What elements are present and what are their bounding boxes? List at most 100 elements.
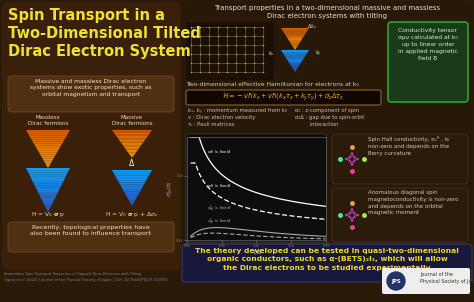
Text: Two-dimensional effective Hamiltonian for electrons at k₀: Two-dimensional effective Hamiltonian fo… — [186, 82, 359, 87]
Polygon shape — [119, 183, 145, 185]
Polygon shape — [27, 170, 69, 172]
FancyBboxPatch shape — [332, 134, 468, 184]
Polygon shape — [28, 172, 68, 175]
FancyBboxPatch shape — [2, 2, 180, 270]
Text: $\Delta k_z$: $\Delta k_z$ — [307, 22, 317, 31]
Text: Massless
Dirac fermions: Massless Dirac fermions — [28, 115, 68, 126]
Polygon shape — [286, 58, 304, 59]
Polygon shape — [114, 133, 150, 134]
Polygon shape — [29, 136, 67, 138]
Polygon shape — [292, 46, 298, 47]
Polygon shape — [31, 179, 64, 181]
Text: $\sigma^s_{sH}$ (s fixed): $\sigma^s_{sH}$ (s fixed) — [207, 218, 231, 227]
Polygon shape — [41, 157, 55, 159]
Polygon shape — [43, 201, 54, 203]
Polygon shape — [34, 143, 62, 145]
Polygon shape — [128, 153, 136, 154]
Circle shape — [387, 272, 405, 290]
Polygon shape — [45, 205, 51, 207]
Polygon shape — [116, 136, 148, 137]
Text: $\sigma_{sH}$ (s fixed): $\sigma_{sH}$ (s fixed) — [207, 149, 231, 156]
Polygon shape — [44, 160, 53, 162]
Polygon shape — [286, 36, 304, 37]
Polygon shape — [283, 30, 308, 31]
Polygon shape — [46, 207, 50, 210]
Text: Massive
Dirac fermions: Massive Dirac fermions — [112, 115, 152, 126]
Text: Recently, topological properties have
also been found to influence transport: Recently, topological properties have al… — [30, 225, 152, 236]
Polygon shape — [288, 61, 302, 62]
Polygon shape — [45, 162, 51, 164]
Polygon shape — [35, 186, 61, 188]
Polygon shape — [290, 63, 301, 64]
Polygon shape — [33, 181, 64, 183]
Polygon shape — [128, 199, 136, 201]
Text: $k_y$: $k_y$ — [315, 49, 322, 59]
Polygon shape — [294, 49, 296, 50]
Polygon shape — [30, 138, 65, 140]
Polygon shape — [288, 39, 302, 40]
Polygon shape — [126, 149, 138, 151]
Polygon shape — [117, 179, 147, 181]
Polygon shape — [44, 203, 53, 205]
Polygon shape — [36, 147, 60, 149]
FancyBboxPatch shape — [382, 268, 470, 294]
Polygon shape — [125, 148, 139, 149]
Text: Ogata et al (2022) | Journal of the Physical Society of Japan | DOI: 10.7566/JPS: Ogata et al (2022) | Journal of the Phys… — [4, 278, 168, 282]
Polygon shape — [120, 141, 144, 143]
Polygon shape — [117, 137, 147, 138]
Text: $\sigma_{sH}$ (s fixed): $\sigma_{sH}$ (s fixed) — [207, 182, 231, 190]
FancyBboxPatch shape — [388, 22, 468, 102]
Polygon shape — [122, 144, 142, 145]
X-axis label: T/Δ: T/Δ — [252, 250, 261, 255]
Polygon shape — [124, 191, 140, 193]
Polygon shape — [29, 175, 67, 177]
Text: $\sigma^s_{sH}$ (s fixed): $\sigma^s_{sH}$ (s fixed) — [207, 205, 231, 214]
FancyBboxPatch shape — [8, 76, 174, 112]
Polygon shape — [125, 193, 139, 195]
Text: Conductivity tensor
σμν calculated at k₀
up to linear order
in applied magnetic
: Conductivity tensor σμν calculated at k₀… — [398, 28, 458, 61]
Polygon shape — [120, 185, 144, 186]
Polygon shape — [293, 47, 297, 48]
Polygon shape — [35, 145, 61, 147]
Polygon shape — [39, 153, 57, 155]
Text: Journal of the
Physical Society of Japan: Journal of the Physical Society of Japan — [420, 272, 474, 284]
Text: Anomalous diagonal spin
magnetoconductivity is non-zero
and depends on the orbit: Anomalous diagonal spin magnetoconductiv… — [368, 190, 458, 215]
Polygon shape — [47, 210, 49, 212]
Polygon shape — [113, 131, 151, 133]
Polygon shape — [292, 44, 299, 46]
Polygon shape — [131, 204, 133, 206]
Polygon shape — [28, 134, 68, 136]
Polygon shape — [292, 66, 299, 68]
Polygon shape — [119, 140, 145, 141]
Text: $k_x$: $k_x$ — [268, 50, 275, 59]
Polygon shape — [281, 28, 309, 29]
Polygon shape — [114, 174, 150, 175]
Polygon shape — [127, 197, 137, 199]
Polygon shape — [37, 149, 59, 151]
Polygon shape — [289, 40, 301, 41]
Polygon shape — [284, 54, 306, 56]
Text: The theory developed can be tested in quasi-two-dimensional
organic conductors, : The theory developed can be tested in qu… — [195, 248, 459, 271]
Polygon shape — [40, 155, 56, 157]
Polygon shape — [285, 56, 305, 58]
Polygon shape — [293, 48, 296, 49]
Text: $\mathcal{H} = -v\hbar k_x + v\hbar(k_x\tau_x + k_y\tau_y) + \sigma_z\Delta\tau_: $\mathcal{H} = -v\hbar k_x + v\hbar(k_x\… — [222, 92, 344, 103]
Polygon shape — [292, 68, 298, 69]
Polygon shape — [287, 60, 303, 61]
Polygon shape — [113, 172, 151, 174]
FancyBboxPatch shape — [182, 244, 472, 282]
Polygon shape — [287, 38, 303, 39]
Text: σ₂ : z-component of spin
σ₂Δ : gap due to spin-orbit
         interaction: σ₂ : z-component of spin σ₂Δ : gap due t… — [295, 108, 365, 127]
Polygon shape — [285, 35, 305, 36]
FancyBboxPatch shape — [8, 222, 174, 252]
Polygon shape — [46, 164, 50, 166]
Polygon shape — [116, 177, 148, 179]
Polygon shape — [282, 29, 308, 30]
Polygon shape — [291, 43, 299, 44]
Polygon shape — [36, 188, 60, 190]
Text: Δ: Δ — [129, 159, 135, 169]
Polygon shape — [121, 143, 143, 144]
Polygon shape — [121, 186, 143, 188]
Polygon shape — [115, 134, 149, 136]
Polygon shape — [43, 159, 54, 160]
